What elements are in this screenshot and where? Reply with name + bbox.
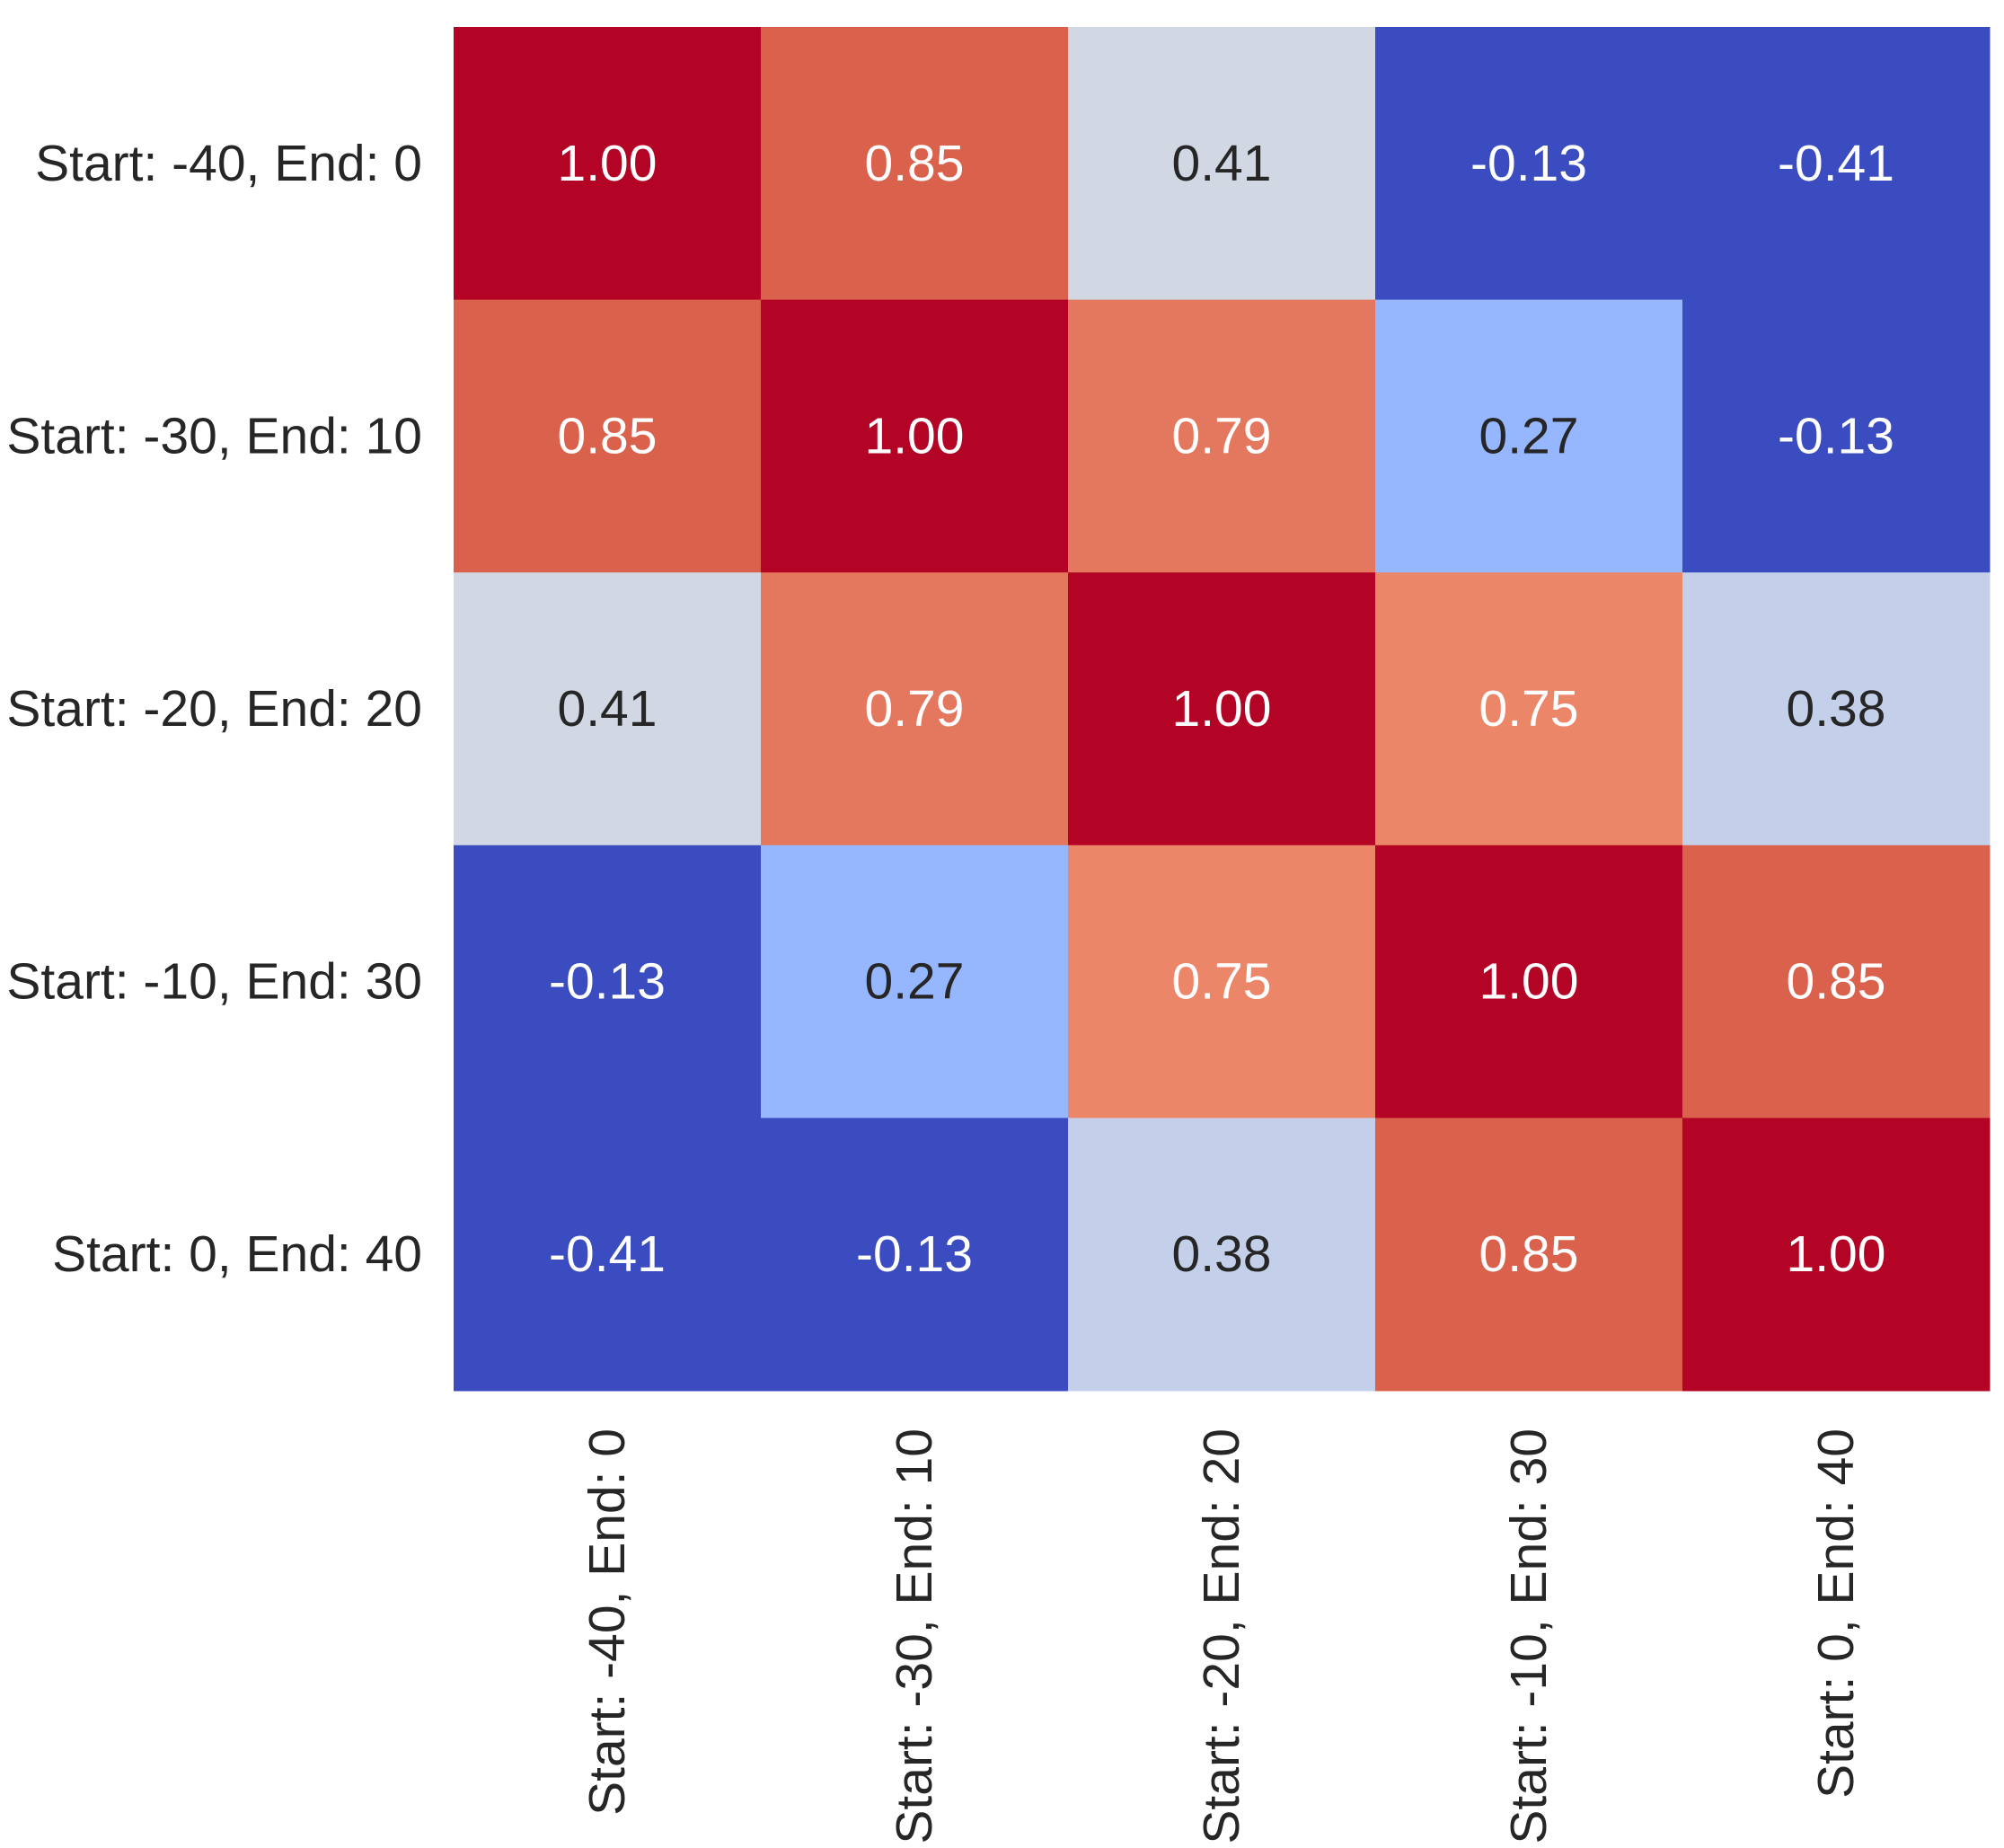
heatmap-cell-r4-c0: [454, 1118, 762, 1392]
heatmap-cell-r3-c2: [1068, 844, 1376, 1119]
heatmap-value-label-r3-c4: 0.85: [1787, 953, 1886, 1011]
heatmap-cell-r2-c4: [1682, 572, 1991, 846]
heatmap-cell-r3-c4: [1682, 844, 1991, 1119]
heatmap-cells: [454, 27, 1991, 1392]
heatmap-cell-r1-c3: [1375, 299, 1683, 573]
heatmap-value-label-r2-c3: 0.75: [1479, 680, 1579, 738]
heatmap-value-label-r4-c3: 0.85: [1479, 1225, 1579, 1283]
y-tick-label-3: Start: -10, End: 30: [6, 953, 422, 1011]
y-tick-label-2: Start: -20, End: 20: [6, 680, 422, 738]
heatmap-value-label-r1-c0: 0.85: [558, 407, 658, 464]
heatmap-cell-r0-c2: [1068, 27, 1376, 301]
heatmap-value-label-r3-c3: 1.00: [1479, 953, 1579, 1011]
heatmap-cell-r4-c2: [1068, 1118, 1376, 1392]
heatmap-cell-r3-c1: [761, 844, 1069, 1119]
heatmap-cell-r2-c0: [454, 572, 762, 846]
heatmap-value-label-r3-c0: -0.13: [549, 953, 666, 1011]
heatmap-cell-r0-c0: [454, 27, 762, 301]
heatmap-value-label-r0-c1: 0.85: [865, 135, 965, 192]
heatmap-cell-r2-c1: [761, 572, 1069, 846]
x-tick-label-0: Start: -40, End: 0: [578, 1428, 636, 1816]
heatmap-value-label-r2-c0: 0.41: [558, 680, 658, 738]
x-tick-label-4: Start: 0, End: 40: [1807, 1428, 1865, 1799]
heatmap-value-label-r1-c2: 0.79: [1172, 407, 1272, 464]
heatmap-cell-r2-c2: [1068, 572, 1376, 846]
x-tick-label-1: Start: -30, End: 10: [886, 1428, 943, 1844]
heatmap-cell-r2-c3: [1375, 572, 1683, 846]
heatmap-value-label-r2-c1: 0.79: [865, 680, 965, 738]
heatmap-value-label-r2-c4: 0.38: [1787, 680, 1886, 738]
y-tick-label-4: Start: 0, End: 40: [52, 1225, 422, 1283]
heatmap-cell-r1-c1: [761, 299, 1069, 573]
x-tick-label-2: Start: -20, End: 20: [1193, 1428, 1250, 1844]
heatmap-value-label-r1-c4: -0.13: [1778, 407, 1894, 464]
heatmap-cell-r0-c3: [1375, 27, 1683, 301]
y-axis-tick-labels: Start: -40, End: 0 Start: -30, End: 10 Sta…: [6, 135, 422, 1283]
heatmap-value-label-r0-c3: -0.13: [1470, 135, 1587, 192]
x-axis-tick-labels: Start: -40, End: 0 Start: -30, End: 10 Sta…: [578, 1428, 1865, 1844]
x-tick-label-3: Start: -10, End: 30: [1500, 1428, 1558, 1844]
heatmap-value-label-r0-c2: 0.41: [1172, 135, 1272, 192]
y-tick-label-0: Start: -40, End: 0: [35, 135, 422, 192]
heatmap-value-label-r0-c0: 1.00: [558, 135, 658, 192]
heatmap-cell-r1-c4: [1682, 299, 1991, 573]
heatmap-value-label-r4-c2: 0.38: [1172, 1225, 1272, 1283]
heatmap-cell-r3-c3: [1375, 844, 1683, 1119]
heatmap-cell-r0-c4: [1682, 27, 1991, 301]
heatmap-cell-r3-c0: [454, 844, 762, 1119]
y-tick-label-1: Start: -30, End: 10: [6, 407, 422, 464]
heatmap-value-label-r1-c1: 1.00: [865, 407, 965, 464]
heatmap-value-label-r3-c1: 0.27: [865, 953, 965, 1011]
heatmap-cell-r1-c2: [1068, 299, 1376, 573]
heatmap-value-label-r4-c0: -0.41: [549, 1225, 666, 1283]
heatmap-value-label-r2-c2: 1.00: [1172, 680, 1272, 738]
heatmap-value-label-r4-c1: -0.13: [856, 1225, 973, 1283]
heatmap-cell-r4-c1: [761, 1118, 1069, 1392]
heatmap-cell-r1-c0: [454, 299, 762, 573]
heatmap-cell-r0-c1: [761, 27, 1069, 301]
heatmap-annotations: 1.00 0.85 0.41 -0.13 -0.41 0.85 1.00 0.79 0.27 -0…: [549, 135, 1894, 1283]
heatmap-cell-r4-c3: [1375, 1118, 1683, 1392]
heatmap-value-label-r1-c3: 0.27: [1479, 407, 1579, 464]
heatmap-cell-r4-c4: [1682, 1118, 1991, 1392]
heatmap-value-label-r0-c4: -0.41: [1778, 135, 1894, 192]
heatmap-value-label-r4-c4: 1.00: [1787, 1225, 1886, 1283]
heatmap-value-label-r3-c2: 0.75: [1172, 953, 1272, 1011]
